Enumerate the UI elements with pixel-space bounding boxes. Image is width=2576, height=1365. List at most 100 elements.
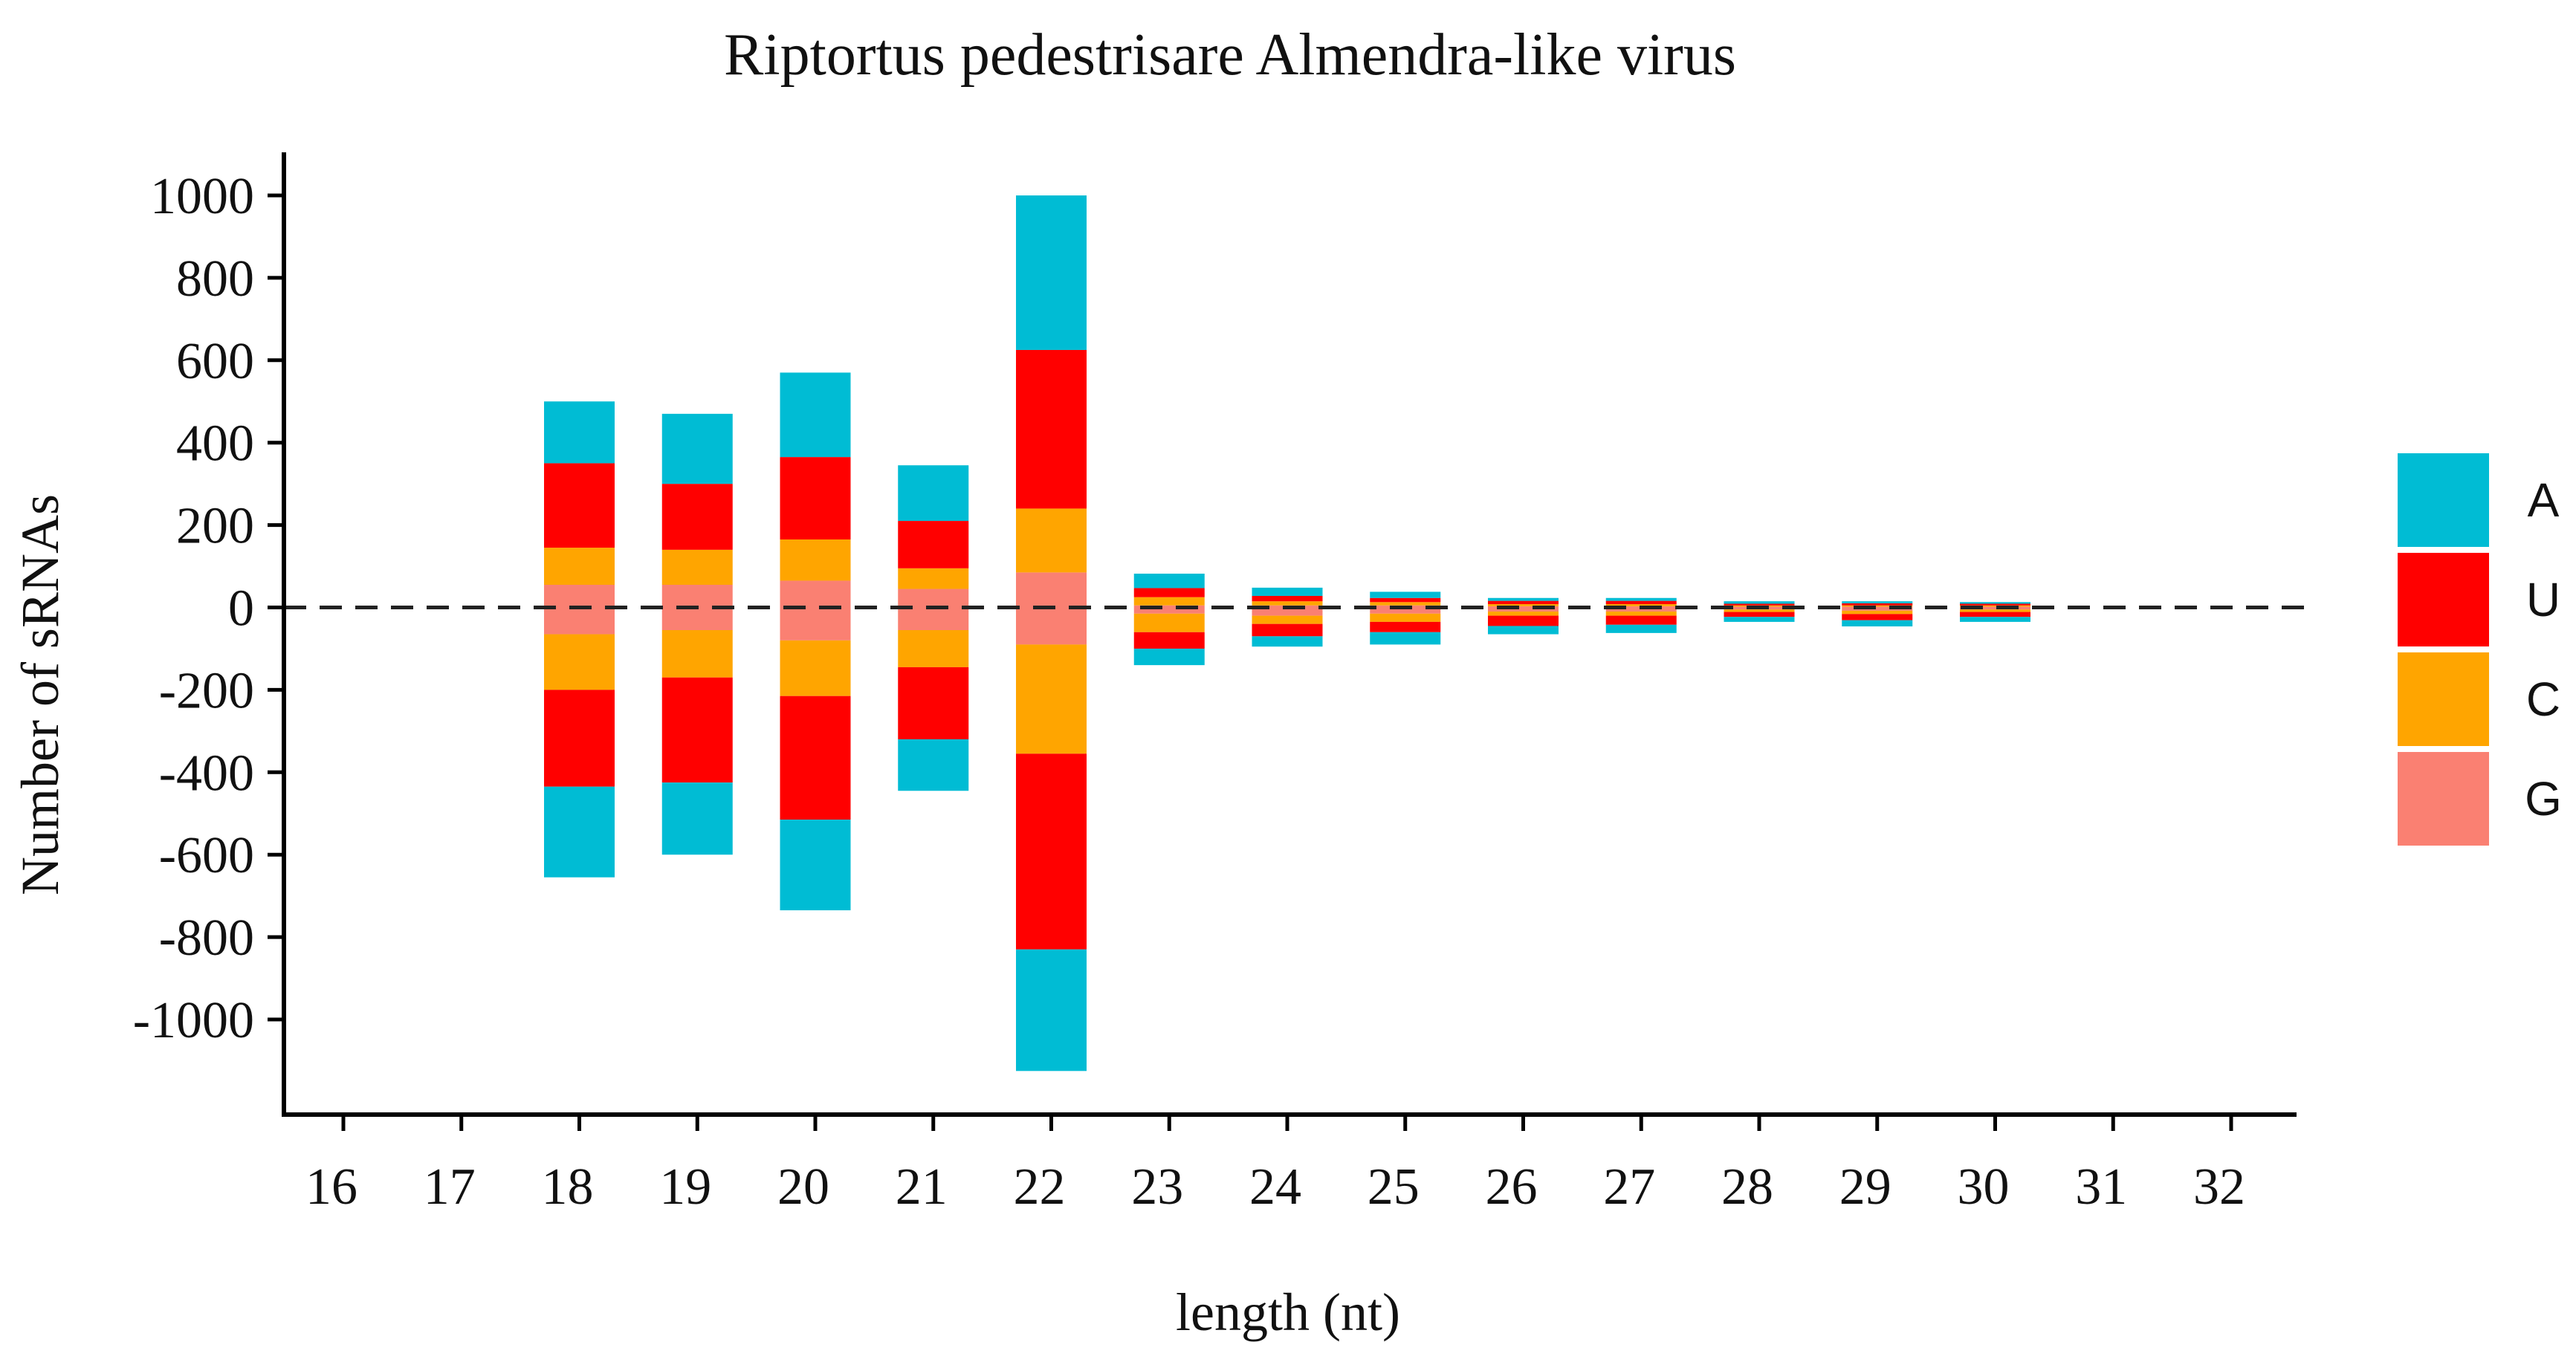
x-tick-label: 30 bbox=[1958, 1158, 2010, 1216]
legend-swatch-U bbox=[2398, 553, 2489, 646]
bar-group-18 bbox=[544, 401, 615, 878]
bar-18-C-pos bbox=[544, 548, 615, 586]
bar-24-G-neg bbox=[1252, 607, 1323, 616]
legend-label-G: G bbox=[2525, 772, 2562, 826]
bar-21-U-neg bbox=[898, 667, 969, 739]
chart-title: Riptortus pedestrisare Almendra-like vir… bbox=[724, 22, 1736, 88]
bar-20-A-neg bbox=[780, 820, 851, 911]
bar-22-C-neg bbox=[1016, 644, 1087, 754]
bar-group-23 bbox=[1133, 574, 1205, 666]
y-tick-label: -400 bbox=[159, 745, 254, 802]
x-axis-label: length (nt) bbox=[1176, 1283, 1400, 1342]
bar-19-A-pos bbox=[661, 413, 733, 484]
bar-19-U-neg bbox=[661, 677, 733, 783]
bar-22-U-pos bbox=[1016, 349, 1087, 509]
bar-21-A-neg bbox=[898, 739, 969, 791]
bar-22-U-neg bbox=[1016, 753, 1087, 950]
bar-27-U-pos bbox=[1605, 600, 1677, 605]
legend-swatch-C bbox=[2398, 652, 2489, 746]
bar-23-A-neg bbox=[1133, 648, 1205, 666]
bar-24-U-pos bbox=[1252, 595, 1323, 602]
bar-28-U-pos bbox=[1724, 603, 1795, 606]
bar-28-C-neg bbox=[1724, 609, 1795, 612]
bar-18-U-pos bbox=[544, 463, 615, 548]
bar-18-A-pos bbox=[544, 401, 615, 464]
bar-20-U-pos bbox=[780, 457, 851, 540]
bar-27-C-pos bbox=[1605, 604, 1677, 606]
bar-25-A-pos bbox=[1370, 591, 1441, 598]
bar-21-U-pos bbox=[898, 521, 969, 568]
bar-group-26 bbox=[1488, 597, 1559, 635]
bar-group-25 bbox=[1370, 591, 1441, 645]
x-tick-label: 25 bbox=[1368, 1158, 1420, 1216]
bar-22-A-neg bbox=[1016, 949, 1087, 1071]
bar-group-30 bbox=[1960, 602, 2030, 622]
bar-26-C-pos bbox=[1488, 604, 1559, 606]
bar-26-G-pos bbox=[1488, 606, 1559, 608]
bar-29-A-neg bbox=[1842, 620, 1913, 627]
bar-30-G-pos bbox=[1960, 606, 2030, 608]
bar-26-A-pos bbox=[1488, 597, 1559, 601]
bar-26-U-pos bbox=[1488, 600, 1559, 605]
bar-24-C-neg bbox=[1252, 615, 1323, 624]
bar-30-G-neg bbox=[1960, 607, 2030, 610]
bar-27-C-neg bbox=[1605, 612, 1677, 616]
bar-20-G-pos bbox=[780, 580, 851, 608]
y-tick-label: 400 bbox=[176, 415, 254, 473]
bar-30-A-neg bbox=[1960, 617, 2030, 622]
y-tick-label: 800 bbox=[176, 250, 254, 308]
bar-21-G-neg bbox=[898, 607, 969, 630]
bar-group-21 bbox=[898, 465, 969, 791]
bar-21-G-pos bbox=[898, 589, 969, 608]
bar-group-20 bbox=[780, 372, 851, 911]
bar-29-C-pos bbox=[1842, 605, 1913, 607]
bar-26-A-neg bbox=[1488, 626, 1559, 635]
bar-23-G-neg bbox=[1133, 607, 1205, 614]
bar-21-A-pos bbox=[898, 465, 969, 522]
bar-18-G-neg bbox=[544, 607, 615, 635]
x-tick-label: 32 bbox=[2193, 1158, 2245, 1216]
bar-19-G-neg bbox=[661, 607, 733, 630]
bar-20-U-neg bbox=[780, 696, 851, 820]
bar-22-C-pos bbox=[1016, 508, 1087, 573]
bar-25-C-pos bbox=[1370, 602, 1441, 606]
bar-30-U-neg bbox=[1960, 612, 2030, 617]
legend-label-A: A bbox=[2528, 473, 2560, 527]
bar-24-A-neg bbox=[1252, 636, 1323, 647]
y-tick-label: 200 bbox=[176, 498, 254, 555]
bar-29-A-pos bbox=[1842, 601, 1913, 603]
legend-label-U: U bbox=[2526, 573, 2560, 626]
bar-19-C-neg bbox=[661, 629, 733, 678]
bar-22-G-pos bbox=[1016, 572, 1087, 608]
x-tick-label: 21 bbox=[896, 1158, 948, 1216]
bar-25-U-neg bbox=[1370, 621, 1441, 632]
bar-28-A-neg bbox=[1724, 617, 1795, 622]
bar-group-24 bbox=[1252, 587, 1323, 647]
bar-26-C-neg bbox=[1488, 612, 1559, 616]
bar-28-A-pos bbox=[1724, 601, 1795, 604]
bar-19-U-pos bbox=[661, 484, 733, 550]
x-tick-label: 23 bbox=[1131, 1158, 1183, 1216]
bar-21-C-neg bbox=[898, 629, 969, 667]
x-tick-label: 16 bbox=[305, 1158, 357, 1216]
x-tick-label: 17 bbox=[424, 1158, 476, 1216]
bar-30-C-pos bbox=[1960, 605, 2030, 607]
bar-30-A-pos bbox=[1960, 602, 2030, 604]
legend-label-C: C bbox=[2526, 672, 2560, 726]
bar-23-C-pos bbox=[1133, 597, 1205, 606]
bar-25-A-neg bbox=[1370, 632, 1441, 645]
bar-24-C-pos bbox=[1252, 601, 1323, 606]
bar-19-G-pos bbox=[661, 585, 733, 608]
bar-24-U-neg bbox=[1252, 623, 1323, 637]
bar-group-22 bbox=[1016, 195, 1087, 1071]
bar-29-U-neg bbox=[1842, 614, 1913, 620]
plot-area: 1000 800 600 400 200 0 -200 -400 -600 -800 -1000 16… bbox=[133, 152, 2304, 1216]
bar-29-G-pos bbox=[1842, 606, 1913, 608]
bar-20-C-pos bbox=[780, 539, 851, 581]
bar-26-G-neg bbox=[1488, 607, 1559, 612]
x-tick-label: 24 bbox=[1249, 1158, 1301, 1216]
bar-23-A-pos bbox=[1133, 574, 1205, 589]
bar-23-U-neg bbox=[1133, 632, 1205, 649]
